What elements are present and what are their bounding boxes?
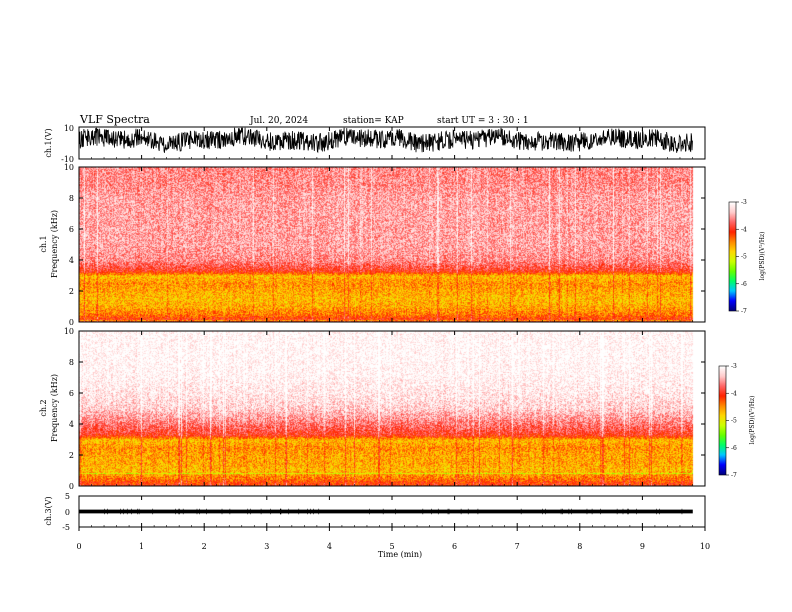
ytick-label: 6 — [69, 225, 74, 234]
ch1-waveform-trace — [78, 127, 693, 154]
xtick-label: 9 — [640, 542, 645, 551]
ytick-label: 0 — [69, 318, 74, 327]
ch1-waveform-panel: 10 -10 ch.1(V) — [44, 124, 706, 164]
ch2-spectrogram-image — [79, 331, 705, 486]
figure-date: Jul. 20, 2024 — [249, 116, 308, 126]
ch3-ytick-top: 5 — [65, 492, 70, 501]
colorbar-tick-label: -7 — [731, 472, 737, 479]
colorbar-tick-label: -6 — [731, 445, 737, 452]
colorbar-tick-label: -4 — [731, 390, 737, 397]
xtick-label: 1 — [139, 542, 144, 551]
ytick-label: 10 — [64, 327, 74, 336]
ch3-ytick-bottom: -5 — [62, 523, 70, 532]
ytick-label: 0 — [69, 482, 74, 491]
ytick-label: 4 — [69, 420, 74, 429]
ch1-ytick-top: 10 — [64, 124, 74, 133]
colorbar-tick-label: -3 — [731, 363, 737, 370]
ch2-spectrogram-ylabel-frequency: Frequency (kHz) — [50, 374, 59, 442]
ch3-waveform-trace — [78, 509, 693, 514]
ch1-spectrogram-ylabel-channel: ch.1 — [39, 235, 48, 252]
ch1-ylabel: ch.1(V) — [44, 128, 53, 157]
colorbar-tick-label: -5 — [741, 254, 747, 261]
xtick-label: 10 — [700, 542, 710, 551]
ch2-spectrogram-ylabel-channel: ch.2 — [39, 399, 48, 416]
figure-title: VLF Spectra — [79, 113, 150, 126]
ytick-label: 8 — [69, 194, 74, 203]
ytick-label: 10 — [64, 163, 74, 172]
ytick-label: 8 — [69, 358, 74, 367]
ch1-ytick-bottom: -10 — [61, 155, 74, 164]
ch1-colorbar-gradient — [729, 202, 736, 311]
xtick-label: 5 — [389, 542, 394, 551]
figure-station: station= KAP — [343, 116, 404, 126]
ch3-ytick-mid: 0 — [65, 508, 70, 517]
ytick-label: 2 — [69, 451, 74, 460]
ytick-label: 2 — [69, 287, 74, 296]
x-axis-label: Time (min) — [378, 550, 422, 559]
xtick-label: 4 — [327, 542, 332, 551]
xtick-label: 2 — [202, 542, 207, 551]
figure-start-time: start UT = 3 : 30 : 1 — [437, 116, 529, 126]
ch1-colorbar-label: log(PSD)(V²/Hz) — [759, 232, 766, 281]
colorbar-tick-label: -5 — [731, 418, 737, 425]
colorbar-tick-label: -4 — [741, 226, 747, 233]
ch3-waveform-panel: 5 0 -5 ch.3(V) — [44, 492, 706, 532]
xtick-label: 8 — [577, 542, 582, 551]
ch1-spectrogram-ylabel-frequency: Frequency (kHz) — [50, 210, 59, 278]
ch2-colorbar-label: log(PSD)(V²/Hz) — [749, 396, 756, 445]
xtick-label: 6 — [452, 542, 457, 551]
ytick-label: 4 — [69, 256, 74, 265]
colorbar-tick-label: -6 — [741, 281, 747, 288]
xtick-label: 7 — [515, 542, 520, 551]
xtick-label: 3 — [264, 542, 269, 551]
ch1-spectrogram-image — [79, 167, 705, 322]
ch2-colorbar-gradient — [719, 366, 726, 475]
ytick-label: 6 — [69, 389, 74, 398]
ch3-ylabel: ch.3(V) — [44, 496, 53, 525]
colorbar-tick-label: -3 — [741, 199, 747, 206]
xtick-label: 0 — [76, 542, 81, 551]
colorbar-tick-label: -7 — [741, 308, 747, 315]
